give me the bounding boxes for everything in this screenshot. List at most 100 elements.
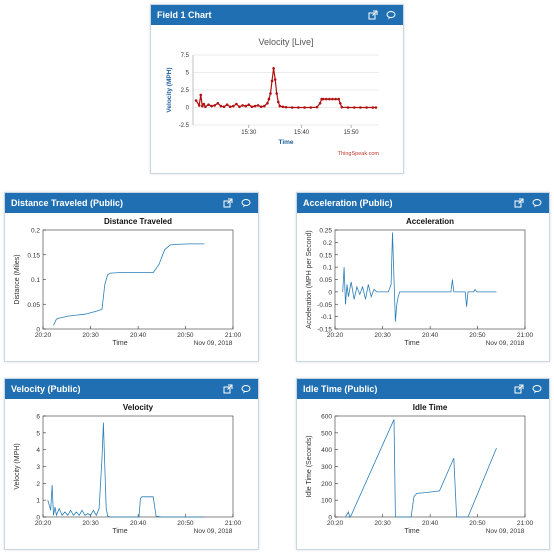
x-tick-label: 20:20: [35, 520, 52, 527]
data-point: [225, 103, 229, 106]
data-point: [232, 104, 235, 108]
y-tick-label: 0.15: [27, 252, 40, 259]
x-axis-label: Time: [112, 528, 127, 535]
x-tick-label: 15:50: [344, 130, 360, 136]
data-point: [297, 106, 300, 109]
data-point: [359, 106, 362, 109]
y-tick-label: 6: [36, 414, 40, 421]
data-point: [238, 105, 241, 109]
y-tick-label: 200: [321, 481, 332, 488]
y-tick-label: 0.05: [319, 277, 332, 284]
data-point: [213, 104, 216, 107]
x-tick-label: 15:40: [294, 130, 310, 136]
x-tick-label: 20:30: [82, 520, 99, 527]
x-tick-label: 20:20: [327, 520, 344, 527]
y-tick-label: 1: [36, 498, 40, 505]
x-axis-label: Time: [278, 139, 293, 146]
x-tick-label: 20:40: [130, 332, 147, 339]
data-point: [269, 92, 272, 95]
y-tick-label: 600: [321, 414, 332, 421]
x-tick-label: 20:40: [422, 520, 439, 527]
y-tick-label: 0: [36, 327, 40, 334]
comment-icon[interactable]: [240, 383, 252, 395]
chart-title: Idle Time: [413, 403, 448, 412]
y-tick-label: -0.15: [317, 327, 332, 334]
data-point: [281, 105, 285, 109]
x-tick-label: 20:20: [327, 332, 344, 339]
data-point: [273, 78, 277, 81]
series-line: [47, 422, 205, 518]
data-point: [210, 104, 213, 108]
widget-body: Idle Time 0 100 200 300 400 500 600 20:20 20:30 20…: [297, 399, 549, 549]
data-point: [244, 104, 247, 108]
x-tick-label: 20:50: [469, 520, 486, 527]
x-tick-label: 20:50: [177, 332, 194, 339]
data-point: [290, 106, 294, 109]
x-tick-label: 21:00: [225, 332, 242, 339]
data-point: [284, 105, 288, 109]
y-tick-label: -2.5: [179, 123, 190, 129]
y-axis-label: Acceleration (MPH per Second): [306, 230, 313, 328]
data-point: [204, 105, 207, 109]
x-tick-label: 20:50: [177, 520, 194, 527]
y-tick-label: -0.05: [317, 302, 332, 309]
data-point: [235, 102, 238, 106]
comment-icon[interactable]: [531, 197, 543, 209]
external-link-icon[interactable]: [222, 197, 234, 209]
y-tick-label: 0.25: [319, 228, 332, 235]
x-tick-label: 20:30: [374, 332, 391, 339]
chart-title: Velocity [Live]: [258, 37, 313, 47]
data-point: [331, 97, 334, 101]
data-point: [315, 105, 319, 109]
data-point: [321, 97, 325, 101]
distance-traveled-widget: Distance Traveled (Public) Distance Trav…: [4, 192, 259, 362]
distance-chart: Distance Traveled 0 0.05 0.1 0.15 0.2 20:20 20:…: [14, 217, 242, 347]
y-tick-label: 400: [321, 447, 332, 454]
data-point: [374, 106, 378, 109]
external-link-icon[interactable]: [513, 383, 525, 395]
y-tick-label: 2.5: [181, 88, 190, 94]
y-tick-label: 0: [328, 515, 332, 522]
y-tick-label: 100: [321, 498, 332, 505]
external-link-icon[interactable]: [222, 383, 234, 395]
date-label: Nov 09, 2018: [194, 528, 233, 535]
data-point: [371, 106, 375, 109]
widget-header: Field 1 Chart: [151, 5, 403, 25]
widget-title: Distance Traveled (Public): [11, 198, 124, 208]
series-line: [195, 68, 376, 109]
data-point: [222, 105, 226, 109]
y-tick-label: 500: [321, 430, 332, 437]
data-point: [318, 102, 322, 105]
idle-time-widget: Idle Time (Public) Idle Time 0 100 200 300 40…: [296, 378, 550, 550]
x-tick-label: 15:30: [241, 130, 257, 136]
date-label: Nov 09, 2018: [486, 340, 525, 347]
y-tick-label: 0.2: [31, 228, 40, 235]
data-point: [228, 105, 232, 109]
data-point: [256, 104, 260, 107]
y-tick-label: 3: [36, 464, 40, 471]
y-axis-label: Velocity (MPH): [166, 67, 173, 112]
x-axis-label: Time: [404, 340, 419, 347]
data-point: [340, 105, 344, 109]
x-tick-label: 20:50: [469, 332, 486, 339]
idle-time-chart: Idle Time 0 100 200 300 400 500 600 20:20 20:30 20…: [306, 403, 534, 535]
comment-icon[interactable]: [240, 197, 252, 209]
date-label: Nov 09, 2018: [194, 340, 233, 347]
thingspeak-credit: ThingSpeak.com: [338, 151, 380, 157]
external-link-icon[interactable]: [367, 9, 379, 21]
y-axis-label: Distance (Miles): [14, 254, 21, 304]
data-point: [328, 97, 331, 101]
y-tick-label: 0.1: [323, 265, 332, 272]
data-point: [275, 92, 278, 95]
data-point: [216, 102, 220, 105]
comment-icon[interactable]: [385, 9, 397, 21]
chart-title: Acceleration: [406, 217, 454, 226]
x-tick-label: 21:00: [225, 520, 242, 527]
external-link-icon[interactable]: [513, 197, 525, 209]
y-axis-label: Idle Time (Seconds): [306, 435, 313, 497]
data-point: [202, 102, 206, 106]
y-tick-label: 0: [186, 106, 190, 112]
comment-icon[interactable]: [531, 383, 543, 395]
widget-header: Idle Time (Public): [297, 379, 549, 399]
plot-box: [334, 415, 526, 518]
